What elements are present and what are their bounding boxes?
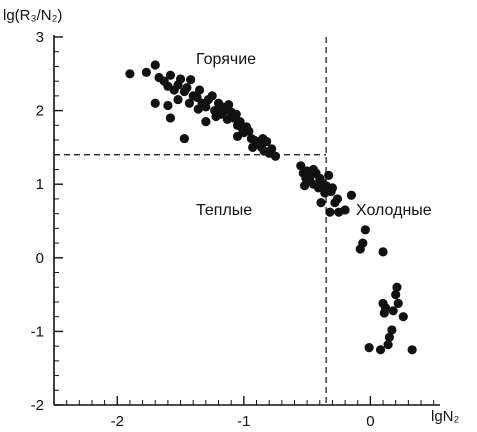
- data-point: [378, 247, 388, 257]
- data-point: [393, 298, 403, 309]
- data-point: [239, 128, 249, 138]
- data-point: [201, 102, 211, 112]
- data-point: [384, 332, 394, 342]
- x-tick-label: -1: [237, 413, 250, 430]
- data-point: [175, 74, 186, 84]
- data-point: [391, 290, 401, 300]
- data-point: [231, 109, 241, 119]
- data-point: [248, 142, 258, 152]
- y-tick-label: 2: [36, 103, 44, 120]
- data-point: [388, 306, 398, 316]
- data-point: [375, 345, 386, 355]
- data-point: [358, 238, 368, 248]
- data-point: [324, 170, 334, 180]
- data-point: [325, 207, 335, 217]
- data-point: [364, 342, 374, 353]
- data-point: [179, 133, 189, 144]
- data-point: [387, 325, 397, 335]
- x-tick-label: 0: [366, 413, 374, 430]
- data-point: [270, 151, 281, 161]
- threshold-lines: [54, 37, 327, 405]
- data-points: [125, 60, 417, 355]
- data-point: [340, 205, 350, 215]
- data-point: [193, 104, 203, 114]
- data-point: [182, 83, 192, 93]
- y-tick-label: -2: [31, 397, 44, 414]
- data-point: [125, 69, 135, 79]
- data-point: [163, 100, 173, 111]
- data-point: [184, 98, 195, 108]
- ticks: [53, 36, 435, 406]
- data-point: [316, 198, 326, 208]
- data-point: [360, 225, 370, 235]
- data-point: [235, 117, 245, 127]
- x-tick-label: -2: [111, 413, 124, 430]
- data-point: [308, 164, 319, 175]
- y-tick-label: 1: [36, 176, 44, 193]
- data-point: [186, 75, 196, 85]
- region-label-warm: Теплые: [196, 202, 252, 219]
- data-point: [165, 113, 176, 123]
- data-point: [380, 303, 391, 313]
- region-label-cold: Холодные: [356, 202, 432, 219]
- data-point: [398, 312, 408, 322]
- data-point: [299, 181, 310, 191]
- data-point: [327, 183, 338, 193]
- data-point: [392, 282, 402, 292]
- data-point: [150, 60, 160, 70]
- y-tick-label: -1: [31, 323, 44, 340]
- data-point: [407, 345, 417, 355]
- region-label-hot: Горячие: [196, 51, 256, 68]
- data-point: [267, 144, 277, 154]
- y-tick-label: 0: [36, 250, 44, 267]
- data-point: [258, 133, 268, 144]
- data-point: [346, 190, 357, 200]
- data-point: [165, 70, 176, 80]
- data-point: [150, 98, 160, 108]
- axes: [53, 35, 440, 406]
- data-point: [194, 85, 205, 95]
- y-tick-label: 3: [36, 29, 44, 46]
- y-axis-title: lg(R₃/N₂): [3, 7, 62, 24]
- data-point: [141, 67, 151, 77]
- x-axis-title: lgN₂: [431, 408, 460, 425]
- data-point: [173, 94, 183, 105]
- data-point: [207, 91, 217, 101]
- data-point: [201, 117, 211, 127]
- tick-labels: -2 -1 0 1 2 3 -2 -1 0: [31, 29, 375, 430]
- data-point: [296, 161, 306, 171]
- data-point: [224, 100, 234, 110]
- data-point: [383, 340, 393, 350]
- data-point: [216, 107, 226, 117]
- data-point: [332, 194, 343, 204]
